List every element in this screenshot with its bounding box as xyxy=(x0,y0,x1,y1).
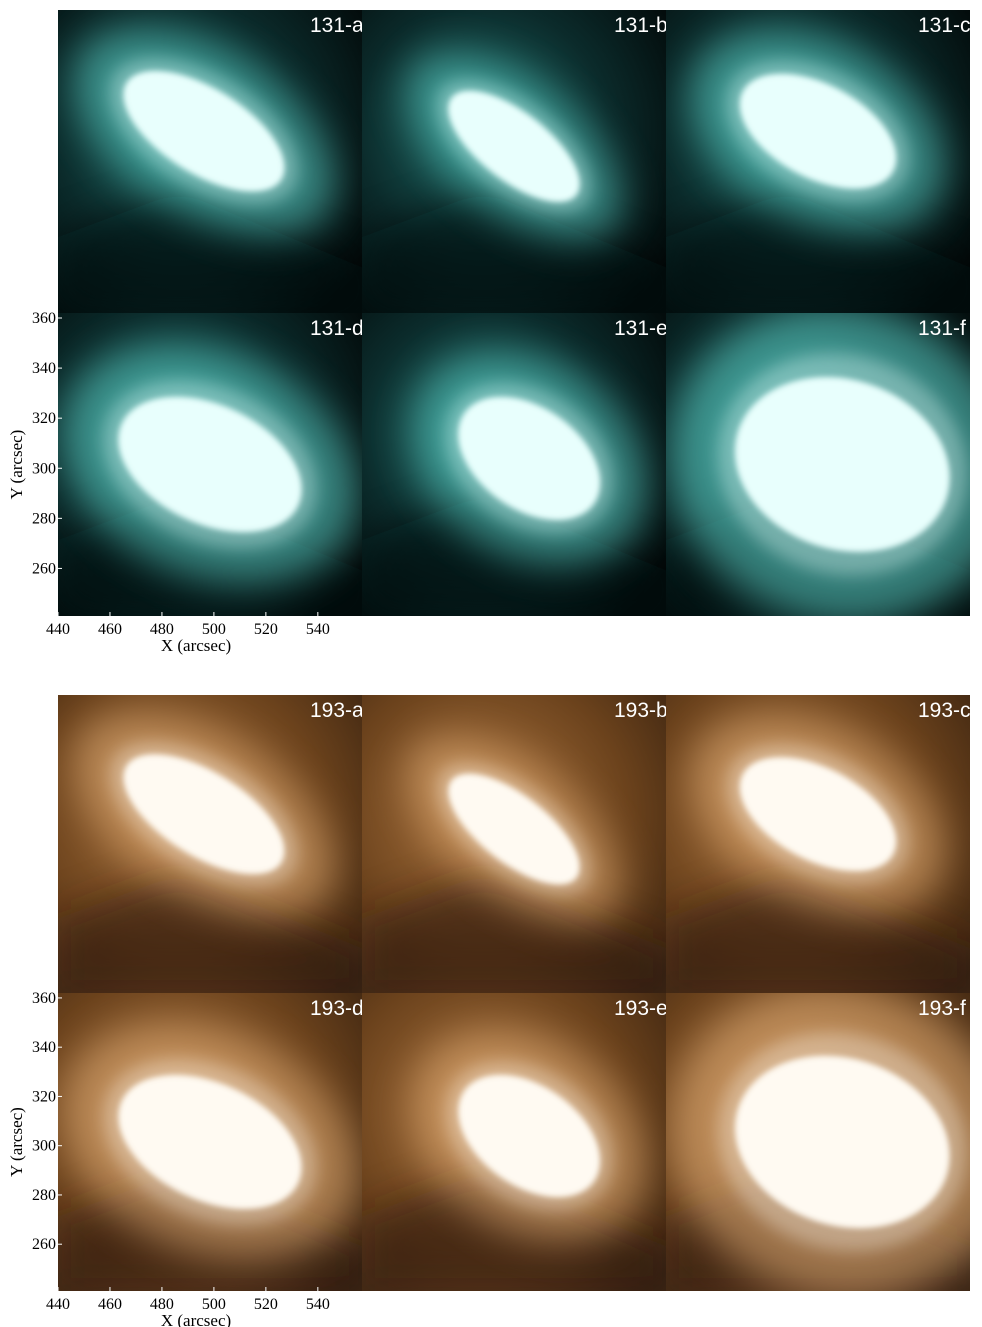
y-tick-label: 360 xyxy=(32,310,56,327)
panel-label: 131-e xyxy=(614,317,668,340)
panel-label: 131-b xyxy=(614,14,668,37)
panel-image xyxy=(362,10,666,313)
y-tick-label: 340 xyxy=(32,360,56,377)
y-axis-label: Y (arcsec) xyxy=(7,1107,26,1177)
image-panel: 193-a xyxy=(39,671,369,993)
panel-image xyxy=(362,308,687,616)
image-panel: 131-f xyxy=(627,261,982,669)
panel-image xyxy=(657,0,979,313)
panel-image xyxy=(38,0,369,313)
panel-label: 193-c xyxy=(918,699,971,722)
x-tick-label: 440 xyxy=(46,1296,70,1313)
panel-label: 193-d xyxy=(310,997,364,1020)
panel-label: 193-b xyxy=(614,699,668,722)
x-axis-label: X (arcsec) xyxy=(161,1311,231,1327)
panel-label: 131-a xyxy=(310,14,364,37)
x-tick-label: 540 xyxy=(306,1296,330,1313)
x-tick-label: 520 xyxy=(254,1296,278,1313)
panel-image xyxy=(22,299,397,630)
image-panel: 193-e xyxy=(362,987,686,1291)
panel-image xyxy=(23,978,397,1306)
image-panel: 131-d xyxy=(22,299,397,630)
y-tick-label: 320 xyxy=(32,410,56,427)
y-tick-label: 300 xyxy=(32,1138,56,1155)
image-panel: 131-a xyxy=(38,0,369,313)
y-tick-label: 320 xyxy=(32,1088,56,1105)
panel-label: 193-e xyxy=(614,997,668,1020)
panel-label: 193-f xyxy=(918,997,966,1020)
panel-image xyxy=(362,987,686,1291)
image-panel: 193-f xyxy=(628,941,982,1327)
panel-label: 131-d xyxy=(310,317,364,340)
panel-image xyxy=(658,675,979,993)
x-tick-label: 540 xyxy=(306,621,330,638)
x-tick-label: 460 xyxy=(98,1296,122,1313)
y-axis-label: Y (arcsec) xyxy=(7,430,26,500)
y-tick-label: 280 xyxy=(32,510,56,527)
panel-label: 131-f xyxy=(918,317,966,340)
y-tick-label: 260 xyxy=(32,560,56,577)
y-tick-label: 280 xyxy=(32,1187,56,1204)
panel-label: 131-c xyxy=(918,14,971,37)
x-axis-label: X (arcsec) xyxy=(161,636,231,655)
panel-label: 193-a xyxy=(310,699,364,722)
figure: 131-a131-b131-c131-d131-e131-f4404604805… xyxy=(0,0,982,1327)
image-panel: 131-c xyxy=(657,0,979,313)
image-panel: 193-b xyxy=(362,695,668,993)
y-tick-label: 300 xyxy=(32,460,56,477)
y-tick-label: 360 xyxy=(32,990,56,1007)
panel-image xyxy=(362,695,666,993)
image-panel: 131-b xyxy=(362,10,668,313)
x-tick-label: 440 xyxy=(46,621,70,638)
x-tick-label: 520 xyxy=(254,621,278,638)
page: {"figures": [ {"panels": ["131-a", "131-… xyxy=(0,0,982,1327)
y-tick-label: 340 xyxy=(32,1039,56,1056)
image-panel: 193-c xyxy=(658,675,979,993)
image-panel: 193-d xyxy=(23,978,397,1306)
y-tick-label: 260 xyxy=(32,1236,56,1253)
x-tick-label: 460 xyxy=(98,621,122,638)
image-panel: 131-e xyxy=(362,308,687,616)
